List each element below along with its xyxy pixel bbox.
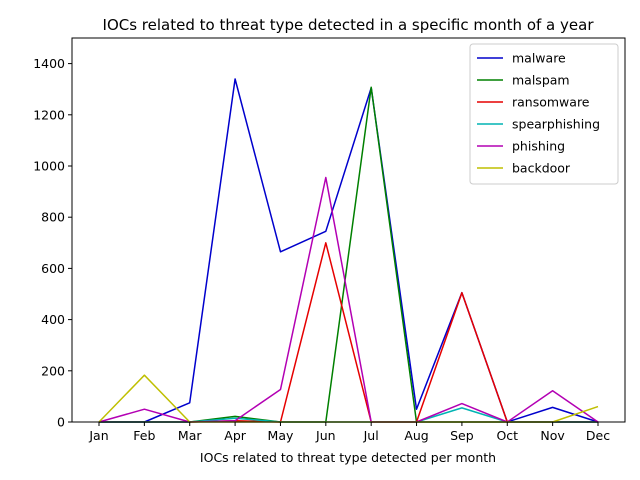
x-tick-label: Mar xyxy=(178,428,202,443)
legend: malware malspam ransomware spearphishing phi… xyxy=(469,43,619,185)
series-line-phishing xyxy=(98,176,599,423)
chart-title: IOCs related to threat type detected in … xyxy=(103,16,595,34)
series-line-ransomware xyxy=(99,242,598,423)
x-tick-label: Oct xyxy=(496,428,518,443)
legend-label-malware: malware xyxy=(512,51,566,66)
x-tick-label: Feb xyxy=(133,428,155,443)
x-tick-label: Dec xyxy=(586,428,610,443)
series-line-malware xyxy=(99,78,599,423)
legend-label-spearphishing: spearphishing xyxy=(512,117,600,132)
x-tick-label: Jan xyxy=(88,428,108,443)
legend-label-malspam: malspam xyxy=(512,73,570,88)
x-tick-label: Sep xyxy=(450,428,474,443)
y-tick-label: 1200 xyxy=(33,107,65,122)
plot-frame xyxy=(71,37,626,423)
x-axis: Jan Feb Mar Apr May Jun Jul Aug Sep Oct Nov Dec xyxy=(88,422,610,443)
legend-label-phishing: phishing xyxy=(512,139,565,154)
x-tick-label: Aug xyxy=(404,428,428,443)
x-tick-label: Jun xyxy=(315,428,336,443)
y-tick-label: 0 xyxy=(57,415,65,430)
y-axis: 0 200 400 600 800 1000 1200 1400 xyxy=(33,56,72,430)
series-line-backdoor xyxy=(98,374,599,423)
legend-label-ransomware: ransomware xyxy=(512,95,590,110)
y-tick-label: 400 xyxy=(41,312,65,327)
y-tick-label: 1000 xyxy=(33,159,65,174)
x-tick-label: Jul xyxy=(363,428,379,443)
legend-box xyxy=(469,43,619,185)
y-tick-label: 200 xyxy=(41,363,65,378)
y-tick-label: 600 xyxy=(41,261,65,276)
legend-label-backdoor: backdoor xyxy=(512,161,571,176)
x-axis-label: IOCs related to threat type detected per… xyxy=(200,450,496,465)
x-tick-label: Nov xyxy=(540,428,565,443)
y-tick-label: 800 xyxy=(41,210,65,225)
y-tick-label: 1400 xyxy=(33,56,65,71)
x-tick-label: Apr xyxy=(224,428,246,443)
x-tick-label: May xyxy=(268,428,294,443)
